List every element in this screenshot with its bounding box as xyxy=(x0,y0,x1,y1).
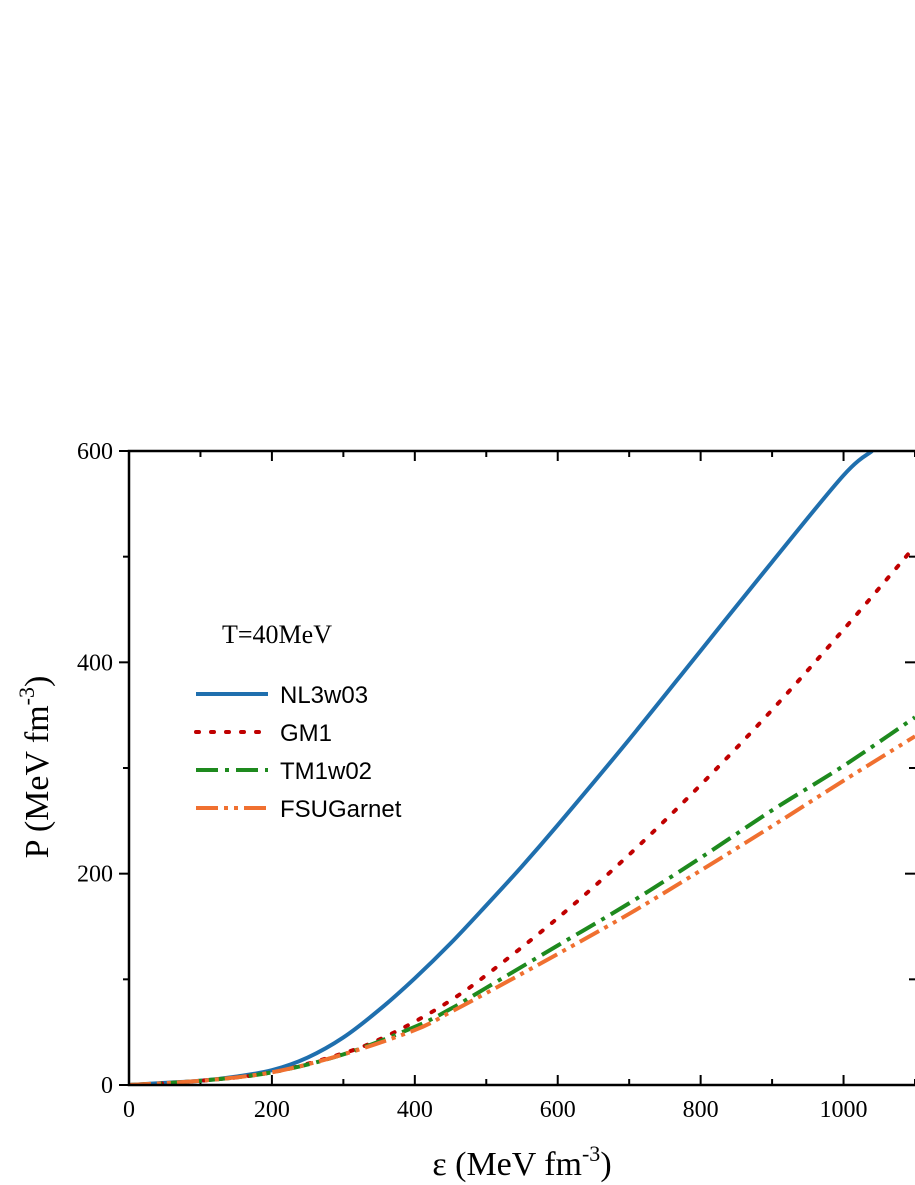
legend-label-gm1: GM1 xyxy=(280,720,332,747)
series-line-tm1w02 xyxy=(129,715,915,1085)
y-tick-label: 0 xyxy=(101,1073,113,1099)
legend-label-fsugarnet: FSUGarnet xyxy=(280,796,402,823)
x-tick-label: 200 xyxy=(254,1097,290,1123)
tick-labels: 0 200 400 600 800 1000 0 200 400 600 xyxy=(77,439,868,1123)
x-tick-label: 400 xyxy=(397,1097,433,1123)
legend-label-tm1w02: TM1w02 xyxy=(280,758,372,785)
legend-label-nl3w03: NL3w03 xyxy=(280,682,368,709)
y-tick-label: 400 xyxy=(77,650,113,676)
y-tick-label: 200 xyxy=(77,862,113,888)
plot-frame xyxy=(127,449,915,1087)
y-axis-label: P (MeV fm-3) xyxy=(14,676,56,859)
plot-lines xyxy=(129,451,915,1085)
y-tick-label: 600 xyxy=(77,439,113,465)
x-tick-label: 1000 xyxy=(820,1097,868,1123)
temperature-annotation: T=40MeV xyxy=(222,620,332,649)
x-tick-label: 800 xyxy=(683,1097,719,1123)
x-axis-label: ε (MeV fm-3) xyxy=(432,1141,611,1183)
x-tick-label: 0 xyxy=(123,1097,135,1123)
legend: NL3w03 GM1 TM1w02 FSUGarnet xyxy=(194,682,402,823)
series-line-fsugarnet xyxy=(129,734,915,1085)
x-tick-label: 600 xyxy=(540,1097,576,1123)
